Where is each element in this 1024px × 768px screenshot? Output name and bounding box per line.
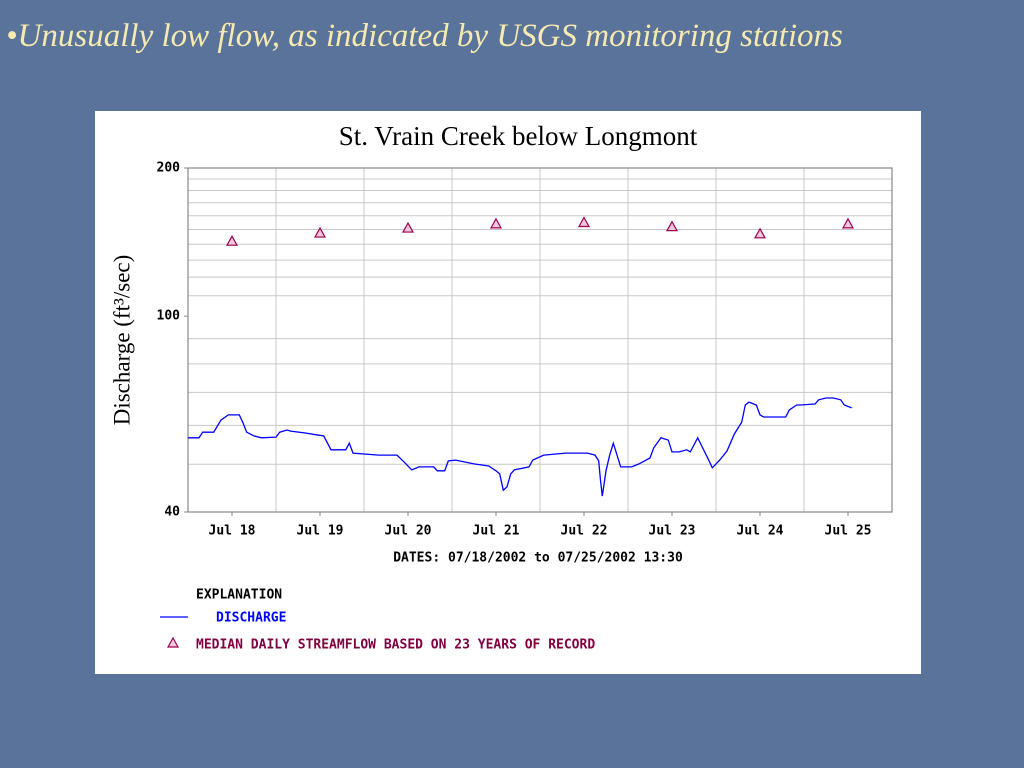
slide-title: •Unusually low flow, as indicated by USG…: [6, 18, 843, 54]
x-axis-label: DATES: 07/18/2002 to 07/25/2002 13:30: [393, 551, 683, 566]
discharge-line: [188, 397, 852, 497]
median-marker: [577, 216, 591, 228]
x-tick-label: Jul 19: [297, 524, 344, 539]
y-tick-label: 40: [164, 505, 180, 520]
x-tick-label: Jul 21: [473, 524, 520, 539]
median-marker: [225, 234, 239, 246]
x-tick-label: Jul 25: [825, 524, 872, 539]
median-marker: [401, 221, 415, 233]
x-tick-label: Jul 18: [209, 524, 256, 539]
chart-title: St. Vrain Creek below Longmont: [339, 121, 698, 151]
x-tick-label: Jul 22: [561, 524, 608, 539]
legend-marker: [166, 636, 180, 648]
legend-label: MEDIAN DAILY STREAMFLOW BASED ON 23 YEAR…: [196, 638, 595, 653]
plot-frame: [187, 167, 893, 513]
median-marker: [753, 227, 767, 239]
y-axis-label: Discharge (ft³/sec): [109, 255, 134, 426]
median-marker: [489, 217, 503, 229]
median-marker: [665, 220, 679, 232]
y-tick-label: 100: [157, 309, 181, 324]
legend-label: DISCHARGE: [216, 611, 286, 626]
y-tick-label: 200: [157, 161, 181, 176]
x-tick-label: Jul 23: [649, 524, 696, 539]
median-marker: [841, 217, 855, 229]
x-tick-label: Jul 20: [385, 524, 432, 539]
legend-title: EXPLANATION: [196, 588, 282, 603]
x-tick-label: Jul 24: [737, 524, 784, 539]
median-marker: [313, 226, 327, 238]
